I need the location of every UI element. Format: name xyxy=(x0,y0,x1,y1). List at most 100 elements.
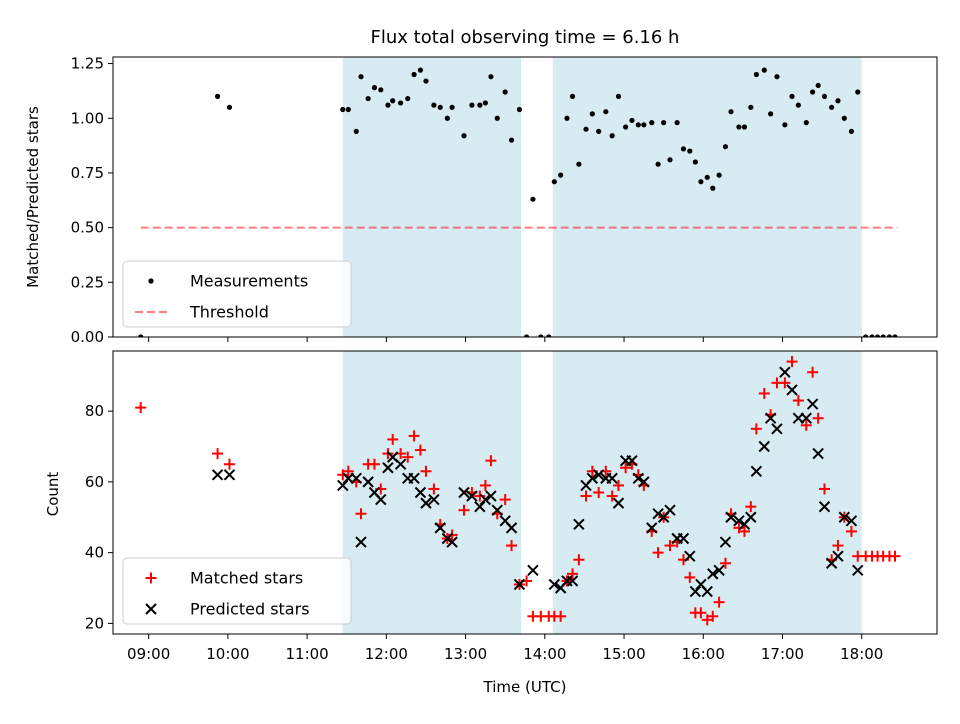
predicted-star-point xyxy=(664,504,676,516)
measurement-point xyxy=(855,89,861,95)
predicted-star-point xyxy=(713,564,725,577)
predicted-star-point xyxy=(689,585,702,598)
y-tick-label: 1.00 xyxy=(71,109,104,127)
predicted-star-point xyxy=(745,511,757,523)
measurement-point xyxy=(444,115,450,121)
predicted-star-point xyxy=(362,476,374,488)
measurement-point xyxy=(874,334,881,337)
matched-star-point xyxy=(800,419,812,431)
predicted-star-point xyxy=(701,585,713,598)
measurement-point xyxy=(615,93,622,99)
measurement-point xyxy=(488,74,494,80)
y-tick-label: 80 xyxy=(85,402,104,420)
matched-star-point xyxy=(684,571,696,583)
matched-star-point xyxy=(573,554,585,566)
matched-star-point xyxy=(593,487,605,498)
predicted-star-point xyxy=(446,536,458,548)
measurement-point xyxy=(768,111,774,117)
predicted-star-point xyxy=(638,476,650,488)
matched-star-point xyxy=(738,525,750,537)
matched-star-point xyxy=(779,377,791,389)
predicted-star-point xyxy=(806,398,819,410)
legend-label: Threshold xyxy=(189,303,269,322)
matched-star-point xyxy=(499,494,511,506)
measurement-point xyxy=(886,334,893,337)
predicted-star-point xyxy=(414,486,427,499)
matched-star-point xyxy=(474,490,486,502)
plot-frame xyxy=(112,56,938,338)
predicted-star-point xyxy=(337,479,349,492)
x-tick-label: 15:00 xyxy=(602,645,645,663)
y-tick-label: 60 xyxy=(85,473,104,491)
measurement-point xyxy=(530,196,536,202)
measurement-point xyxy=(417,67,424,73)
matched-star-point xyxy=(387,433,399,445)
predicted-star-point xyxy=(606,472,618,485)
measurement-point xyxy=(482,100,488,106)
matched-star-point xyxy=(368,458,380,470)
measurement-point xyxy=(603,109,609,115)
measurement-point xyxy=(345,106,351,113)
measurement-point xyxy=(782,122,788,128)
predicted-star-point xyxy=(548,578,561,591)
measurement-point xyxy=(138,334,144,337)
matched-star-point xyxy=(337,469,349,481)
predicted-star-point xyxy=(485,490,497,502)
predicted-star-point xyxy=(592,469,605,481)
measurement-point xyxy=(789,93,795,99)
matched-star-point xyxy=(695,607,707,619)
predicted-star-point xyxy=(677,532,690,545)
predicted-star-point xyxy=(733,515,745,527)
measurement-point xyxy=(546,334,552,337)
matched-star-point xyxy=(606,490,618,502)
predicted-star-point xyxy=(458,486,470,499)
predicted-star-point xyxy=(474,500,486,513)
measurement-point xyxy=(629,117,635,124)
predicted-star-point xyxy=(479,493,492,506)
predicted-star-point xyxy=(408,472,420,485)
matched-star-point xyxy=(812,412,824,424)
measurement-point xyxy=(431,102,437,108)
measurement-point xyxy=(704,174,710,180)
top-legend: Measurements Threshold xyxy=(122,260,352,328)
predicted-star-point xyxy=(779,366,791,378)
measurement-point xyxy=(661,120,667,126)
measurement-point xyxy=(423,78,429,84)
bottom-legend: Matched stars Predicted stars xyxy=(122,557,352,625)
matched-star-point xyxy=(402,451,414,463)
predicted-star-point xyxy=(513,578,526,591)
predicted-star-point xyxy=(428,493,440,506)
predicted-star-point xyxy=(527,564,539,577)
y-tick-label: 40 xyxy=(85,544,104,562)
measurement-point xyxy=(815,82,821,89)
predicted-star-point xyxy=(466,490,478,502)
chart-title: Flux total observing time = 6.16 h xyxy=(371,27,680,48)
measurement-point xyxy=(869,334,875,337)
predicted-star-point xyxy=(350,472,362,485)
matched-star-point xyxy=(408,430,420,442)
matched-star-point xyxy=(567,568,579,580)
measurement-point xyxy=(589,111,595,117)
predicted-star-point xyxy=(505,522,518,534)
measurement-point xyxy=(576,161,582,167)
observing-interval-2 xyxy=(552,351,862,634)
legend-frame xyxy=(122,557,352,625)
plot-frame xyxy=(112,350,938,635)
y-tick-label: 0.25 xyxy=(71,273,104,291)
matched-star-point xyxy=(889,550,901,562)
predicted-star-point xyxy=(626,454,638,467)
x-tick-label: 18:00 xyxy=(840,645,883,663)
matched-star-point xyxy=(212,448,224,460)
x-tick-label: 11:00 xyxy=(285,645,328,663)
measurement-point xyxy=(728,109,734,115)
measurement-point xyxy=(623,124,629,130)
x-tick-label: 12:00 xyxy=(365,645,408,663)
measurement-point xyxy=(748,104,754,110)
predicted-star-point xyxy=(852,564,864,577)
measurement-point xyxy=(741,124,748,130)
measurement-point xyxy=(378,87,384,93)
measurement-point xyxy=(358,74,364,80)
predicted-star-point xyxy=(684,550,696,562)
legend-predicted-marker xyxy=(145,603,157,615)
